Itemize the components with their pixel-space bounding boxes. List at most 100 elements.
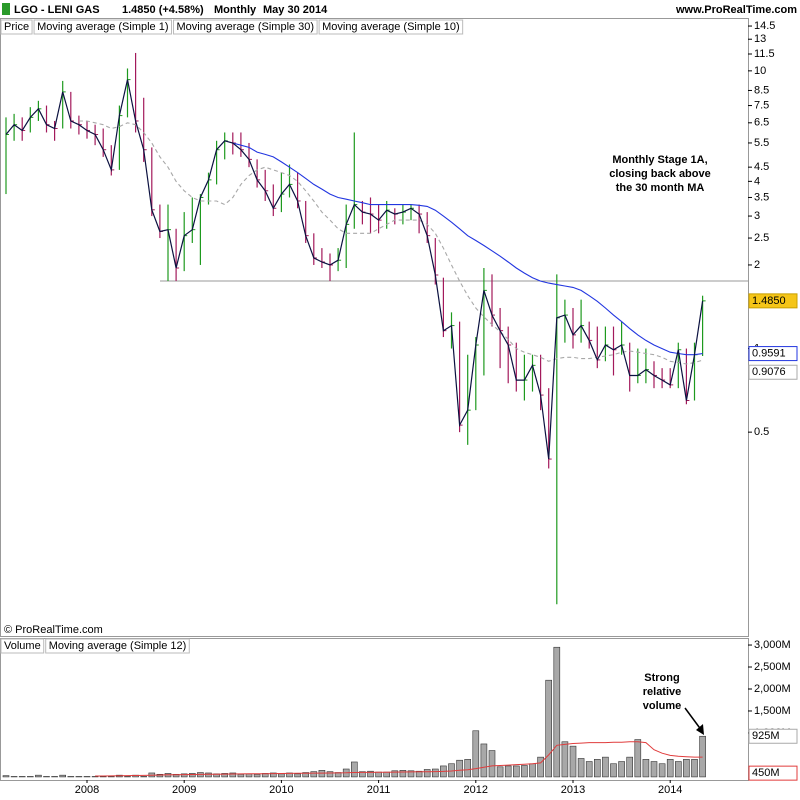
volume-bar [229, 772, 237, 778]
volume-bar [415, 770, 423, 778]
volume-bar [569, 745, 577, 778]
x-tick-label: 2013 [561, 784, 585, 796]
ma-line [5, 79, 704, 460]
volume-bar [189, 773, 196, 778]
value-label: 450M [752, 767, 780, 779]
volume-panel [0, 638, 749, 781]
legend-entry: Moving average (Simple 12) [49, 640, 187, 652]
annotation: closing back above [609, 168, 710, 180]
volume-bar [391, 770, 399, 778]
volume-bar [561, 741, 569, 778]
ma-line [232, 142, 703, 356]
annotation: Monthly Stage 1A, [612, 154, 707, 166]
volume-bar [496, 766, 504, 778]
value-label-box [748, 346, 798, 362]
volume-bar [642, 759, 650, 778]
x-tick-label: 2014 [658, 784, 682, 796]
volume-bar [683, 759, 690, 778]
value-label: 1.4850 [752, 295, 786, 307]
volume-bar [666, 759, 674, 778]
y-tick-label: 11.5 [754, 48, 775, 60]
volume-bar [634, 739, 642, 778]
volume-bar [537, 756, 544, 778]
y-tick-label: 1,500M [754, 705, 791, 717]
x-tick-label: 2009 [172, 784, 196, 796]
volume-bar [464, 759, 472, 778]
volume-bar [610, 763, 617, 778]
volume-bar [553, 646, 561, 778]
legend-entry: Moving average (Simple 30) [177, 21, 315, 33]
volume-bar [35, 774, 42, 778]
volume-bar [253, 773, 261, 778]
y-tick-label: 10 [754, 65, 766, 77]
volume-bar [585, 761, 593, 778]
volume-bar [269, 772, 277, 778]
y-tick-label: 3.5 [754, 191, 769, 203]
y-tick-label: 6.5 [754, 117, 769, 129]
volume-bar [2, 775, 10, 778]
y-tick-label: 5.5 [754, 137, 769, 149]
legend-entry: Volume [4, 640, 41, 652]
volume-bar [521, 765, 528, 778]
volume-bar [456, 759, 463, 778]
volume-bar [577, 758, 585, 778]
value-label-box [748, 364, 798, 380]
legend-box [33, 19, 173, 35]
legend-box [45, 638, 190, 654]
arrow-head [696, 724, 704, 735]
legend-box [318, 19, 464, 35]
volume-bar [221, 773, 228, 778]
volume-bar [237, 773, 245, 778]
y-tick-label: 3,000M [754, 639, 791, 651]
volume-bar [602, 756, 609, 778]
legend-entry: Moving average (Simple 10) [322, 21, 460, 33]
value-label-box [748, 293, 798, 309]
volume-bar [350, 761, 358, 778]
volume-bar [407, 770, 415, 778]
date: May 30 2014 [263, 4, 328, 16]
volume-bar [294, 773, 301, 778]
value-label-box [748, 765, 798, 781]
period: Monthly [214, 4, 257, 16]
y-tick-label: 4 [754, 175, 760, 187]
copyright: © ProRealTime.com [4, 624, 103, 636]
site: www.ProRealTime.com [675, 4, 797, 16]
price-panel [0, 18, 749, 637]
annotation: Strong [644, 672, 679, 684]
x-tick-label: 2011 [367, 784, 391, 796]
volume-bar [278, 773, 285, 778]
value-label: 0.9076 [752, 366, 786, 378]
volume-bar [318, 770, 326, 778]
volume-bar [310, 771, 318, 778]
value-label: 0.9591 [752, 347, 786, 359]
volume-bar [699, 735, 706, 778]
volume-bar [480, 743, 488, 778]
y-tick-label: 7.5 [754, 99, 769, 111]
legend-entry: Moving average (Simple 1) [37, 21, 168, 33]
annotation: volume [643, 700, 682, 712]
arrow [684, 707, 703, 732]
volume-bar [626, 756, 634, 778]
volume-bar [180, 773, 188, 778]
x-tick-label: 2008 [75, 784, 99, 796]
y-tick-label: 14.5 [754, 20, 775, 32]
volume-bar [383, 771, 391, 778]
annotation: relative [643, 686, 682, 698]
x-tick-label: 2012 [464, 784, 488, 796]
volume-bar [302, 772, 310, 778]
volume-bar [650, 761, 658, 778]
y-tick-label: 4.5 [754, 161, 769, 173]
volume-bar [512, 765, 520, 778]
volume-bar [359, 771, 366, 778]
volume-bar [529, 763, 536, 778]
ma-line [95, 741, 703, 777]
volume-bar [674, 761, 682, 778]
value-label-box [748, 728, 798, 744]
volume-bar [399, 770, 407, 778]
volume-bar [504, 765, 512, 778]
volume-bar [472, 730, 480, 778]
volume-bar [691, 759, 698, 778]
volume-bar [431, 768, 439, 778]
volume-bar [593, 759, 601, 778]
